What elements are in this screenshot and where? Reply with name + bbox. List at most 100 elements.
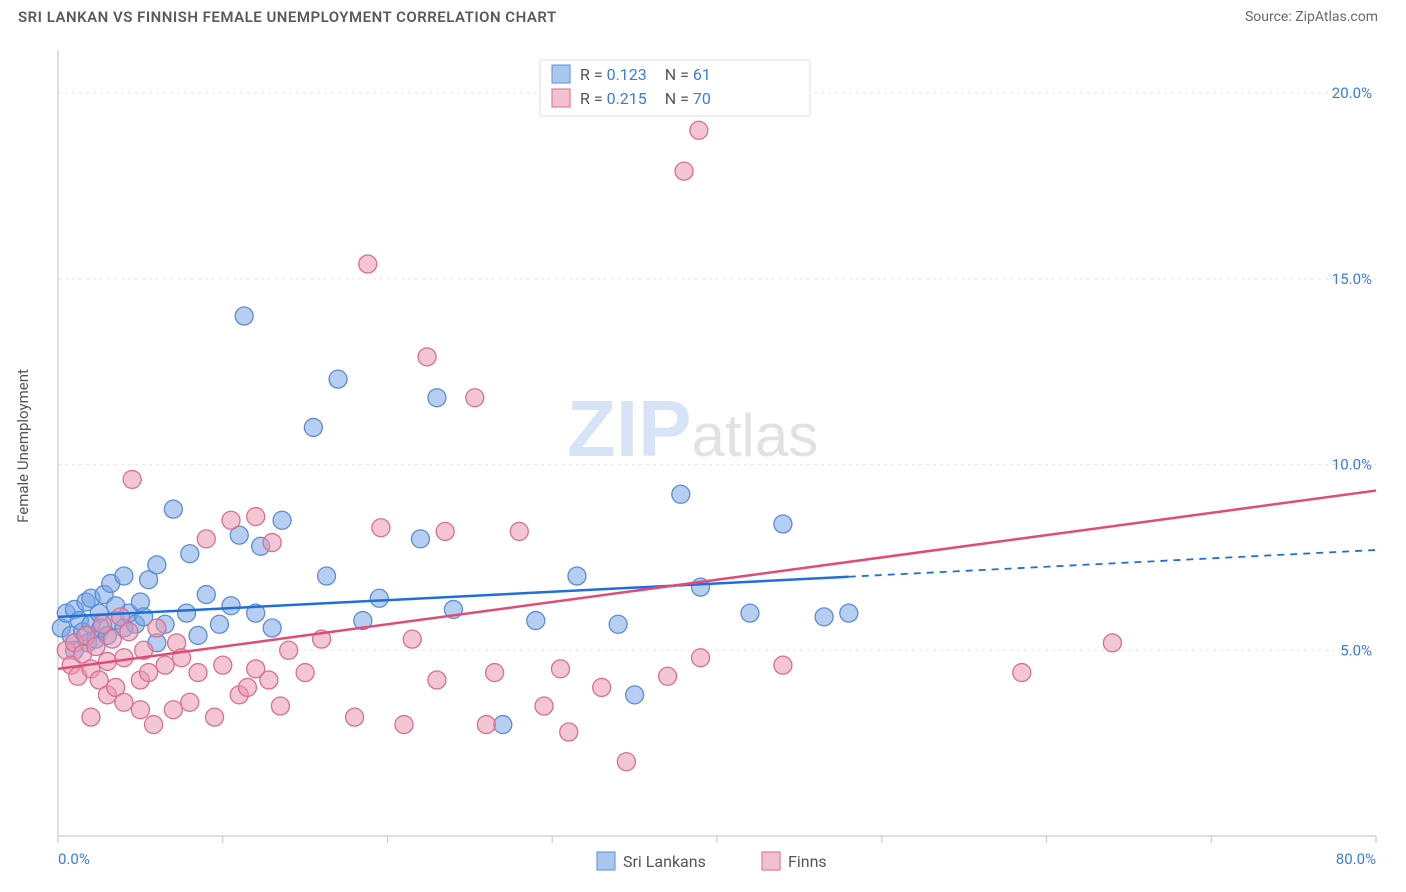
- data-point: [535, 697, 553, 715]
- data-point: [164, 500, 182, 518]
- data-point: [672, 485, 690, 503]
- data-point: [271, 697, 289, 715]
- data-point: [197, 530, 215, 548]
- data-point: [1013, 664, 1031, 682]
- data-point: [593, 678, 611, 696]
- data-point: [1103, 634, 1121, 652]
- data-point: [527, 612, 545, 630]
- data-point: [178, 604, 196, 622]
- data-point: [189, 626, 207, 644]
- data-point: [692, 649, 710, 667]
- data-point: [103, 630, 121, 648]
- data-point: [372, 519, 390, 537]
- data-point: [148, 619, 166, 637]
- data-point: [148, 556, 166, 574]
- data-point: [675, 162, 693, 180]
- y-tick-label: 5.0%: [1340, 641, 1372, 659]
- legend-series-label: Sri Lankans: [623, 852, 706, 871]
- data-point: [156, 656, 174, 674]
- data-point: [428, 671, 446, 689]
- legend-stat-row: R = 0.215N = 70: [580, 89, 711, 108]
- data-point: [247, 508, 265, 526]
- data-point: [690, 121, 708, 139]
- data-point: [477, 716, 495, 734]
- data-point: [609, 615, 627, 633]
- data-point: [346, 708, 364, 726]
- data-point: [551, 660, 569, 678]
- data-point: [87, 638, 105, 656]
- data-point: [189, 664, 207, 682]
- data-point: [164, 701, 182, 719]
- data-point: [659, 667, 677, 685]
- data-point: [115, 649, 133, 667]
- data-point: [82, 708, 100, 726]
- data-point: [840, 604, 858, 622]
- data-point: [329, 370, 347, 388]
- data-point: [280, 641, 298, 659]
- y-tick-label: 15.0%: [1332, 270, 1372, 288]
- chart-title: SRI LANKAN VS FINNISH FEMALE UNEMPLOYMEN…: [18, 8, 557, 26]
- data-point: [318, 567, 336, 585]
- data-point: [617, 753, 635, 771]
- data-point: [222, 597, 240, 615]
- data-point: [115, 693, 133, 711]
- data-point: [395, 716, 413, 734]
- chart-source: Source: ZipAtlas.com: [1245, 9, 1378, 25]
- data-point: [214, 656, 232, 674]
- data-point: [486, 664, 504, 682]
- data-point: [626, 686, 644, 704]
- data-point: [197, 586, 215, 604]
- data-point: [181, 693, 199, 711]
- x-tick-label: 80.0%: [1336, 850, 1376, 868]
- y-axis-title: Female Unemployment: [14, 369, 32, 523]
- data-point: [206, 708, 224, 726]
- data-point: [774, 515, 792, 533]
- data-point: [140, 664, 158, 682]
- legend-series-label: Finns: [788, 852, 827, 871]
- data-point: [403, 630, 421, 648]
- data-point: [560, 723, 578, 741]
- scatter-chart: 0.0% 80.0% 5.0% 10.0% 15.0% 20.0% Female Unemp…: [0, 36, 1406, 892]
- chart-area: 0.0% 80.0% 5.0% 10.0% 15.0% 20.0% Female Unemp…: [0, 36, 1406, 892]
- data-point: [436, 522, 454, 540]
- data-point: [131, 701, 149, 719]
- y-tick-label: 20.0%: [1332, 84, 1372, 102]
- data-point: [115, 567, 133, 585]
- data-point: [359, 255, 377, 273]
- data-point: [273, 511, 291, 529]
- legend-swatch: [552, 89, 570, 107]
- data-point: [411, 530, 429, 548]
- data-point: [235, 307, 253, 325]
- legend-swatch: [762, 852, 780, 870]
- legend-stat-row: R = 0.123N = 61: [580, 65, 711, 84]
- data-point: [263, 619, 281, 637]
- data-point: [494, 716, 512, 734]
- x-tick-label: 0.0%: [58, 850, 90, 868]
- y-tick-label: 10.0%: [1332, 456, 1372, 474]
- data-point: [370, 589, 388, 607]
- data-point: [181, 545, 199, 563]
- data-point: [304, 418, 322, 436]
- data-point: [466, 389, 484, 407]
- data-point: [510, 522, 528, 540]
- data-point: [123, 470, 141, 488]
- data-point: [296, 664, 314, 682]
- data-point: [238, 678, 256, 696]
- data-point: [263, 534, 281, 552]
- legend-swatch: [552, 65, 570, 83]
- data-point: [774, 656, 792, 674]
- chart-header: SRI LANKAN VS FINNISH FEMALE UNEMPLOYMEN…: [0, 0, 1406, 30]
- data-point: [418, 348, 436, 366]
- data-point: [210, 615, 228, 633]
- watermark: ZIPatlas: [567, 384, 818, 473]
- data-point: [260, 671, 278, 689]
- trend-line-extrapolated: [849, 550, 1376, 577]
- data-point: [222, 511, 240, 529]
- data-point: [568, 567, 586, 585]
- data-point: [741, 604, 759, 622]
- data-point: [120, 623, 138, 641]
- legend-swatch: [597, 852, 615, 870]
- data-point: [815, 608, 833, 626]
- data-point: [428, 389, 446, 407]
- data-point: [145, 716, 163, 734]
